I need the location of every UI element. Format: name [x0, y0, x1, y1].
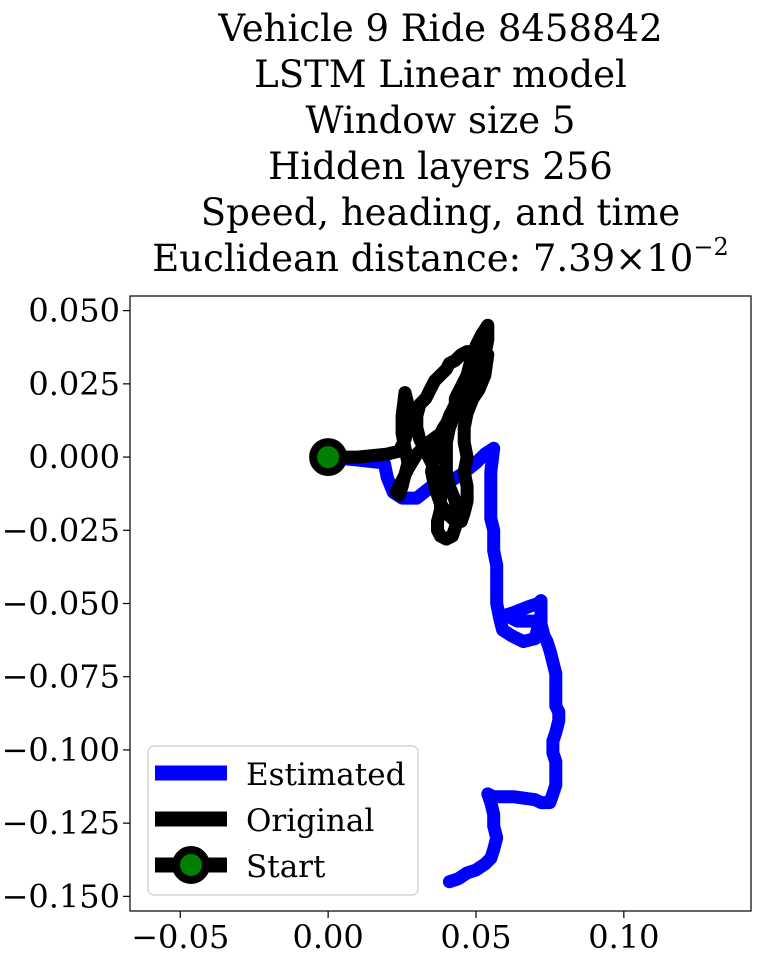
distance-mantissa: 7.39: [532, 237, 616, 280]
legend-start-marker: [172, 846, 210, 884]
title-line-model: LSTM Linear model: [254, 53, 627, 96]
ticks-layer: −0.05 0.00 0.05 0.10 0.050 0.025 0.000 −0.025 −0…: [2, 292, 660, 956]
series-layer: [309, 318, 566, 889]
x-tick-label: −0.05: [131, 918, 229, 956]
title-line-window: Window size 5: [305, 99, 576, 142]
title-line-vehicle: Vehicle 9 Ride 8458842: [218, 7, 663, 50]
legend-start-label: Start: [246, 849, 326, 885]
y-tick-label: 0.050: [28, 292, 120, 330]
title-line-hidden: Hidden layers 256: [268, 145, 613, 188]
y-tick-label: 0.000: [28, 438, 120, 476]
legend-original-label: Original: [246, 803, 374, 839]
chart-title: Vehicle 9 Ride 8458842 LSTM Linear model…: [130, 6, 751, 282]
y-tick-label: 0.025: [28, 365, 120, 403]
title-line-features: Speed, heading, and time: [200, 191, 681, 234]
distance-base: 10: [646, 237, 694, 280]
series-line-estimated: [321, 441, 566, 889]
y-tick-label: −0.150: [2, 877, 120, 915]
y-tick-label: −0.050: [2, 585, 120, 623]
distance-times: ×: [615, 237, 647, 280]
x-tick-label: 0.00: [293, 918, 364, 956]
series-line-original: [321, 318, 495, 546]
x-tick-label: 0.05: [440, 918, 511, 956]
y-tick-label: −0.025: [2, 511, 120, 549]
y-tick-label: −0.100: [2, 731, 120, 769]
legend: Estimated Original Start: [147, 745, 419, 896]
y-tick-label: −0.075: [2, 658, 120, 696]
x-tick-label: 0.10: [588, 918, 659, 956]
title-line-distance: Euclidean distance: 7.39×10−2: [130, 233, 751, 282]
start-marker: [309, 438, 348, 477]
y-tick-label: −0.125: [2, 804, 120, 842]
distance-label: Euclidean distance:: [152, 237, 533, 280]
distance-exponent: −2: [693, 233, 729, 261]
legend-estimated-label: Estimated: [246, 757, 405, 793]
